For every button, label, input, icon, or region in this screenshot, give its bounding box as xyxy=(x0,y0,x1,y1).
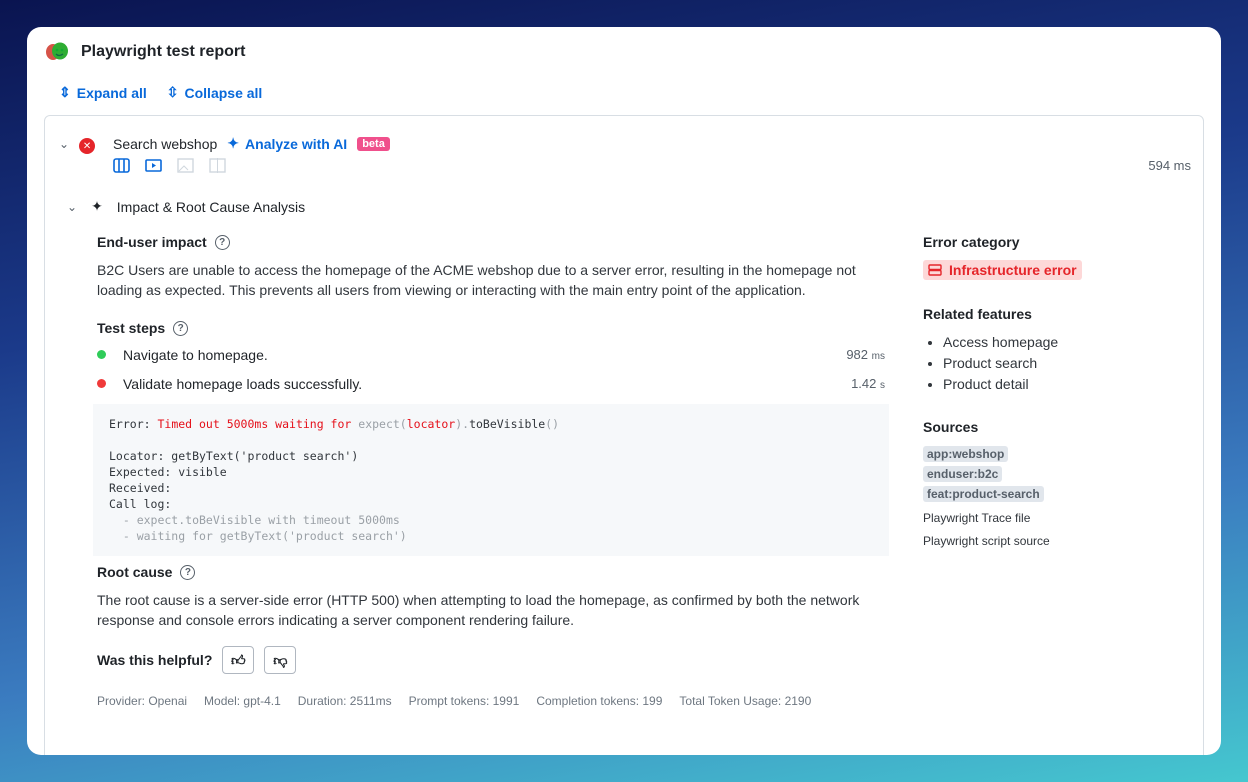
fail-status-icon: ✕ xyxy=(79,138,96,154)
analyze-ai-button[interactable]: ✦ Analyze with AI xyxy=(227,135,347,152)
report-card: Playwright test report ⇕ Expand all ⇳ Coll… xyxy=(27,27,1221,755)
page-title: Playwright test report xyxy=(81,43,246,60)
server-icon xyxy=(928,264,942,276)
step-duration: 1.42 xyxy=(851,376,877,391)
video-icon[interactable] xyxy=(145,158,162,173)
related-features-title: Related features xyxy=(923,306,1032,322)
step-unit: ms xyxy=(871,351,885,362)
source-tag: app:webshop xyxy=(923,446,1009,462)
sources-title: Sources xyxy=(923,419,979,435)
help-icon[interactable]: ? xyxy=(214,234,230,250)
help-icon[interactable]: ? xyxy=(173,320,189,336)
impact-text: B2C Users are unable to access the homep… xyxy=(97,262,856,298)
error-block: Error: Timed out 5000ms waiting for expe… xyxy=(93,404,889,556)
playwright-logo-icon xyxy=(46,42,68,60)
trace-icon[interactable] xyxy=(113,158,130,173)
step-duration: 982 xyxy=(846,347,869,362)
analysis-header[interactable]: ⌄ ✦ Impact & Root Cause Analysis xyxy=(67,198,305,215)
features-list: Access homepage Product search Product d… xyxy=(923,332,1163,395)
model-metadata: Provider: Openai Model: gpt-4.1 Duration… xyxy=(97,694,885,708)
beta-badge: beta xyxy=(357,136,390,151)
step-label: Validate homepage loads successfully. xyxy=(123,375,363,392)
test-panel: ⌄ ✕ Search webshop ✦ Analyze with AI beta… xyxy=(44,115,1204,755)
thumbs-down-icon: 👎︎ xyxy=(273,651,288,668)
expand-all-button[interactable]: ⇕ Expand all xyxy=(59,84,147,101)
meta-item: Completion tokens: 199 xyxy=(536,694,663,708)
thumbs-up-button[interactable]: 👍︎ xyxy=(222,646,255,674)
expand-icon: ⇕ xyxy=(59,84,71,100)
meta-item: Provider: Openai xyxy=(97,694,188,708)
script-source-link[interactable]: Playwright script source xyxy=(923,534,1050,548)
collapse-all-button[interactable]: ⇳ Collapse all xyxy=(167,84,263,101)
chevron-down-icon[interactable]: ⌄ xyxy=(59,137,70,151)
feature-item: Access homepage xyxy=(943,332,1163,353)
helpful-label: Was this helpful? xyxy=(97,652,213,668)
test-step: Navigate to homepage. 982 ms xyxy=(97,340,885,369)
sidebar: Error category Infrastructure error Rela… xyxy=(923,234,1163,557)
meta-item: Prompt tokens: 1991 xyxy=(408,694,520,708)
test-duration: 594 ms xyxy=(1148,158,1191,173)
step-label: Navigate to homepage. xyxy=(123,346,268,363)
test-step: Validate homepage loads successfully. 1.4… xyxy=(97,369,885,398)
meta-item: Duration: 2511ms xyxy=(297,694,392,708)
expand-label: Expand all xyxy=(76,84,147,101)
image-icon[interactable] xyxy=(177,158,194,173)
test-name[interactable]: Search webshop xyxy=(113,135,218,152)
chevron-down-icon[interactable]: ⌄ xyxy=(67,199,78,214)
collapse-label: Collapse all xyxy=(184,84,263,101)
source-tag: enduser:b2c xyxy=(923,466,1003,482)
fail-dot-icon xyxy=(97,379,106,388)
sparkle-icon: ✦ xyxy=(227,135,240,151)
feature-item: Product search xyxy=(943,353,1163,374)
help-icon[interactable]: ? xyxy=(180,564,196,580)
root-cause-title: Root cause xyxy=(97,564,173,580)
meta-item: Total Token Usage: 2190 xyxy=(679,694,812,708)
analyze-label: Analyze with AI xyxy=(245,135,348,152)
sparkle-icon: ✦ xyxy=(91,198,103,214)
analysis-title: Impact & Root Cause Analysis xyxy=(116,198,306,215)
collapse-icon: ⇳ xyxy=(166,84,179,100)
error-category-title: Error category xyxy=(923,234,1020,250)
impact-title: End-user impact xyxy=(97,234,207,250)
diff-icon[interactable] xyxy=(209,158,226,173)
steps-title: Test steps xyxy=(97,320,166,336)
feature-item: Product detail xyxy=(943,374,1163,395)
meta-item: Model: gpt-4.1 xyxy=(204,694,281,708)
error-category-badge: Infrastructure error xyxy=(923,260,1082,280)
header: Playwright test report xyxy=(45,42,245,62)
step-unit: s xyxy=(880,380,885,391)
thumbs-down-button[interactable]: 👎︎ xyxy=(264,646,297,674)
root-cause-text: The root cause is a server-side error (H… xyxy=(97,592,860,628)
source-tag: feat:product-search xyxy=(923,486,1044,502)
trace-file-link[interactable]: Playwright Trace file xyxy=(923,511,1031,525)
pass-dot-icon xyxy=(97,350,106,359)
thumbs-up-icon: 👍︎ xyxy=(231,651,246,668)
